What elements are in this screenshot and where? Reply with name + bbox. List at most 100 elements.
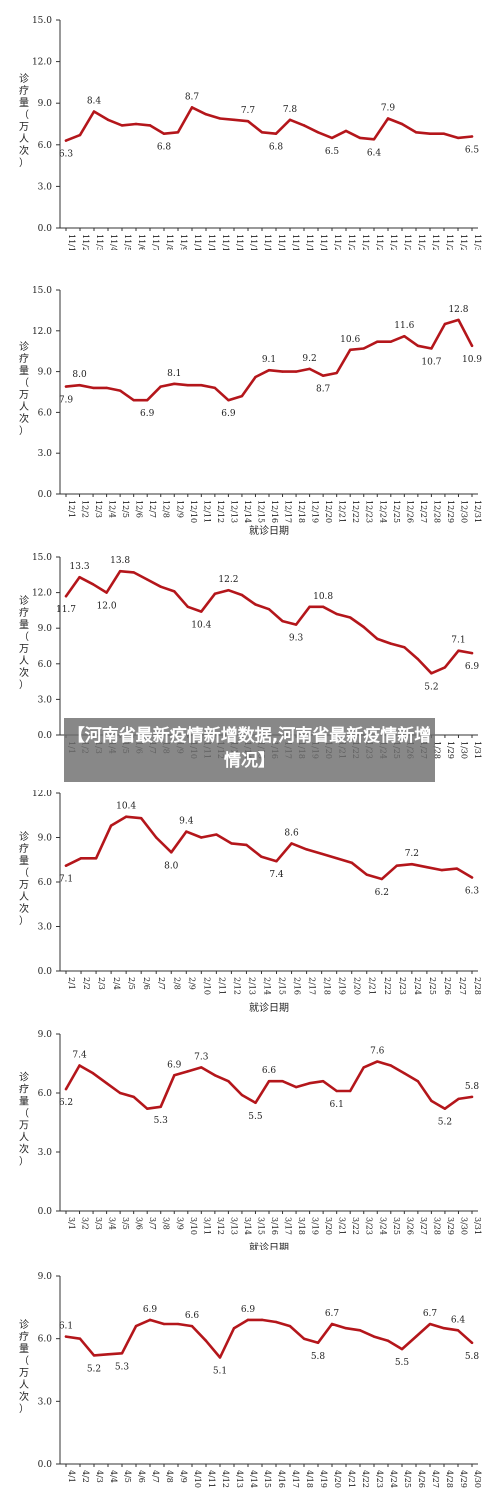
x-tick-label: 3/15 <box>256 1217 265 1235</box>
x-tick-label: 4/21 <box>347 1470 356 1488</box>
y-tick-label: 9.0 <box>38 624 53 634</box>
data-point <box>246 120 250 123</box>
data-point <box>362 625 365 629</box>
data-point <box>275 860 278 863</box>
data-point <box>443 322 447 326</box>
y-tick-label: 12.0 <box>32 790 52 799</box>
x-tick-label: 12/29 <box>446 500 455 523</box>
data-label: 5.8 <box>465 1082 480 1092</box>
x-tick-label: 2/16 <box>293 977 302 995</box>
x-tick-label: 4/25 <box>403 1470 412 1488</box>
data-label: 7.8 <box>283 105 298 115</box>
x-tick-label: 2/26 <box>443 977 452 995</box>
x-tick-label: 12/21 <box>338 500 347 523</box>
data-label: 6.5 <box>325 147 340 157</box>
data-point <box>215 833 218 836</box>
y-tick-label: 0.0 <box>38 490 53 500</box>
data-point <box>362 347 365 350</box>
data-point <box>372 1335 376 1338</box>
data-point <box>118 1091 122 1095</box>
data-point <box>240 593 244 597</box>
x-tick-label: 4/16 <box>277 1470 286 1488</box>
data-label: 9.3 <box>289 634 304 644</box>
x-tick-label: 3/3 <box>94 1217 103 1230</box>
x-tick-label: 11/14 <box>249 234 258 250</box>
x-tick-label: 4/23 <box>375 1470 384 1488</box>
x-tick-label: 12/10 <box>189 500 198 523</box>
x-tick-label: 12/22 <box>351 500 360 523</box>
data-point <box>349 348 352 352</box>
x-tick-label: 4/29 <box>459 1470 468 1488</box>
x-tick-label: 11/26 <box>417 234 426 250</box>
data-point <box>148 124 152 127</box>
data-point <box>200 1066 203 1069</box>
y-tick-label: 6.0 <box>38 141 53 151</box>
data-point <box>78 575 81 579</box>
y-axis-title: 诊疗量（万人次） <box>19 594 29 691</box>
data-point <box>185 830 188 833</box>
data-label: 6.3 <box>59 150 74 160</box>
data-point <box>105 591 108 594</box>
x-tick-label: 11/25 <box>403 234 412 250</box>
data-label: 9.1 <box>262 355 276 365</box>
chart-2: 0.0 3.0 6.0 9.0 12.0 15.0 12/1 12/2 12/3 12/4 12/5… <box>19 286 482 537</box>
data-point <box>106 118 110 122</box>
x-tick-label: 2/23 <box>398 977 407 995</box>
data-point <box>294 370 298 373</box>
data-point <box>440 868 444 872</box>
x-tick-label: 12/12 <box>216 500 225 523</box>
x-tick-label: 4/1 <box>67 1470 76 1483</box>
data-label: 9.2 <box>302 354 316 364</box>
data-point <box>204 113 208 116</box>
data-point <box>118 570 122 573</box>
data-point <box>457 1097 460 1101</box>
series-line <box>64 1318 474 1359</box>
data-point <box>120 1352 124 1355</box>
data-point <box>316 1341 320 1345</box>
x-tick-label: 12/16 <box>270 500 279 523</box>
data-point <box>358 136 362 140</box>
x-tick-label: 11/17 <box>291 234 300 250</box>
x-tick-label: 4/18 <box>305 1470 314 1488</box>
data-label: 11.7 <box>56 605 76 615</box>
data-point <box>190 1324 194 1328</box>
x-tick-label: 1/30 <box>459 741 468 759</box>
data-point <box>200 384 203 387</box>
y-tick-label: 12.0 <box>32 327 52 337</box>
data-point <box>281 619 284 623</box>
data-point <box>78 1064 81 1067</box>
data-point <box>146 1107 149 1110</box>
data-label: 8.0 <box>164 861 179 871</box>
x-tick-label: 3/4 <box>108 1217 117 1230</box>
data-point <box>92 110 96 113</box>
data-point <box>186 1070 189 1073</box>
data-point <box>376 637 379 641</box>
y-tick-label: 15.0 <box>32 286 52 296</box>
data-label: 6.6 <box>262 1066 277 1076</box>
x-tick-label: 12/9 <box>175 500 184 518</box>
data-point <box>204 1339 208 1342</box>
y-axis-title: 诊疗量（万人次） <box>19 72 29 169</box>
data-point <box>455 867 459 870</box>
x-tick-label: 3/21 <box>338 1217 347 1235</box>
data-label: 6.5 <box>465 145 480 155</box>
x-tick-label: 3/16 <box>270 1217 279 1235</box>
x-tick-label: 11/20 <box>333 234 342 250</box>
data-point <box>267 608 271 611</box>
data-point <box>302 124 306 127</box>
data-point <box>425 865 429 869</box>
x-tick-label: 2/7 <box>157 977 166 990</box>
x-tick-label: 4/4 <box>109 1470 118 1483</box>
chart-5: 0.0 3.0 6.0 9.0 3/1 3/2 3/3 3/4 3/5 3/6 3/7 3/8 3/9 3… <box>19 1030 482 1250</box>
x-tick-label: 3/26 <box>405 1217 414 1235</box>
y-tick-label: 9.0 <box>38 1272 53 1282</box>
x-tick-label: 2/24 <box>413 977 422 995</box>
x-tick-label: 4/26 <box>417 1470 426 1488</box>
x-tick-label: 2/14 <box>262 977 271 995</box>
x-tick-label: 4/3 <box>95 1470 104 1483</box>
x-tick-label: 11/8 <box>165 234 174 250</box>
x-tick-label: 2/6 <box>142 977 151 990</box>
data-point <box>91 583 95 586</box>
data-label: 8.0 <box>72 370 87 380</box>
data-point <box>64 1335 68 1338</box>
